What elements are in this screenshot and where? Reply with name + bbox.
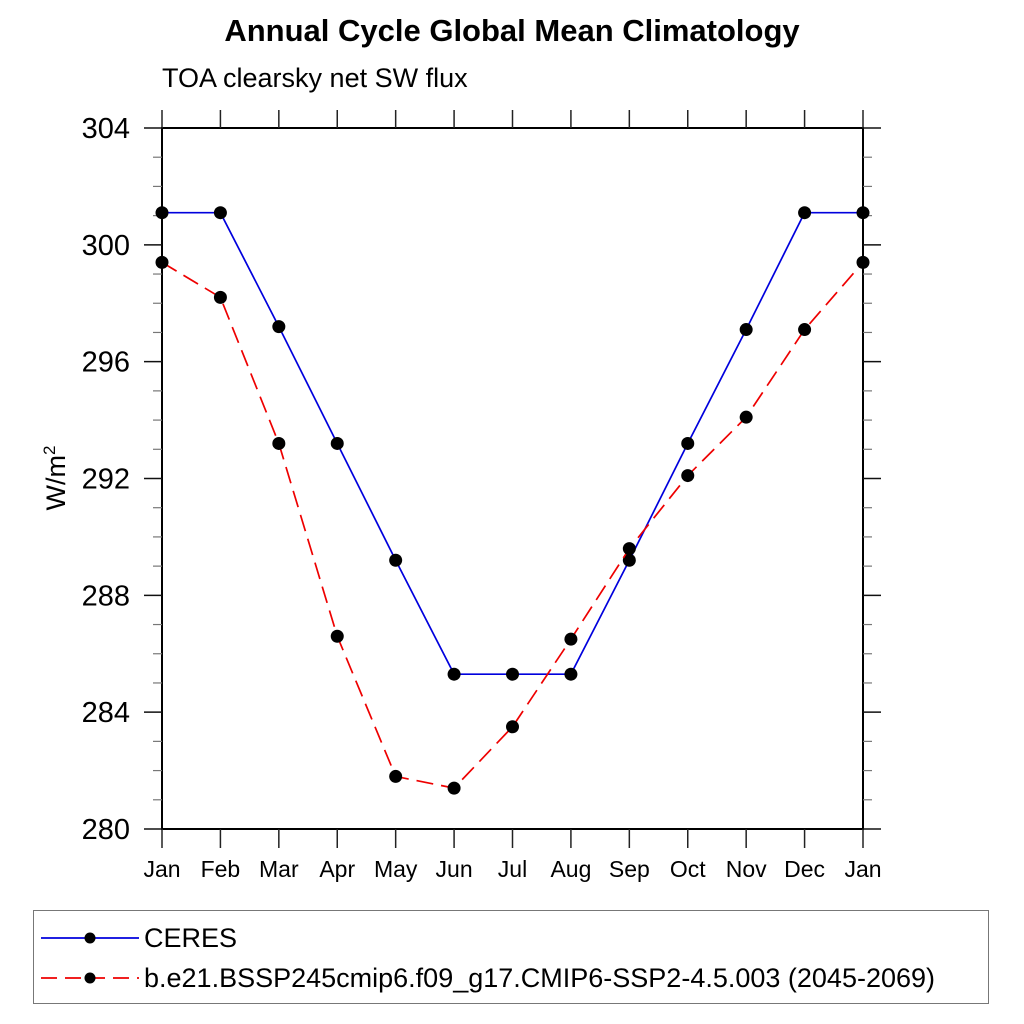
x-tick-label: Mar <box>259 856 299 882</box>
y-tick-label: 304 <box>82 113 130 145</box>
data-point-marker <box>739 323 753 337</box>
legend-marker <box>84 972 96 984</box>
y-tick-label: 288 <box>82 580 130 612</box>
x-tick-label: Nov <box>726 856 767 882</box>
x-tick-label: Jul <box>498 856 527 882</box>
legend-marker <box>84 932 96 944</box>
data-point-marker <box>389 769 403 783</box>
data-point-marker <box>447 781 461 795</box>
data-point-marker <box>564 667 578 681</box>
x-tick-label: Sep <box>609 856 650 882</box>
data-point-marker <box>330 629 344 643</box>
x-tick-label: Dec <box>784 856 825 882</box>
y-tick-label: 292 <box>82 464 130 496</box>
legend-sample-line <box>41 932 139 944</box>
legend-label: b.e21.BSSP245cmip6.f09_g17.CMIP6-SSP2-4.… <box>144 962 936 993</box>
data-point-marker <box>681 469 695 483</box>
x-tick-label: Feb <box>201 856 241 882</box>
series-line-0 <box>162 211 863 676</box>
data-point-marker <box>506 667 519 681</box>
data-point-marker <box>213 206 227 220</box>
data-point-marker <box>272 436 286 450</box>
x-tick-label: Aug <box>550 856 591 882</box>
data-point-marker <box>798 323 812 337</box>
data-point-marker <box>330 436 344 450</box>
y-tick-label: 300 <box>82 230 130 262</box>
chart-subtitle: TOA clearsky net SW flux <box>162 63 468 93</box>
chart-title: Annual Cycle Global Mean Climatology <box>224 13 800 48</box>
data-point-marker <box>564 632 578 646</box>
data-point-marker <box>856 255 870 269</box>
data-point-marker <box>506 720 519 734</box>
y-tick-label: 280 <box>82 814 130 846</box>
x-tick-label: Jun <box>436 856 473 882</box>
y-tick-label: 284 <box>82 697 130 729</box>
y-tick-label: 296 <box>82 347 130 379</box>
plot-area: Jan Feb Mar Apr May Jun Jul Aug Sep Oct Nov Dec Jan 2… <box>82 110 882 882</box>
legend-label: CERES <box>144 922 238 953</box>
legend-sample-line <box>41 972 139 984</box>
data-point-marker <box>155 255 169 269</box>
x-tick-label: May <box>374 856 418 882</box>
data-point-marker <box>856 206 870 220</box>
data-point-marker <box>213 290 227 304</box>
data-point-marker <box>447 667 461 681</box>
data-point-marker <box>739 410 753 424</box>
x-tick-label: Apr <box>319 856 355 882</box>
data-point-marker <box>681 436 695 450</box>
data-point-marker <box>622 553 636 567</box>
data-point-marker <box>389 553 403 567</box>
data-point-marker <box>622 542 636 556</box>
data-point-marker <box>155 206 169 220</box>
series-line-1 <box>161 261 864 790</box>
x-tick-label: Oct <box>670 856 706 882</box>
x-tick-label: Jan <box>844 856 881 882</box>
data-point-marker <box>798 206 812 220</box>
x-tick-label: Jan <box>143 856 180 882</box>
legend-box: CERES b.e21.BSSP245cmip6.f09_g17.CMIP6-SS… <box>33 910 989 1004</box>
data-point-marker <box>272 320 286 334</box>
legend-item: b.e21.BSSP245cmip6.f09_g17.CMIP6-SSP2-4.… <box>34 958 988 998</box>
legend-item: CERES <box>34 918 988 958</box>
